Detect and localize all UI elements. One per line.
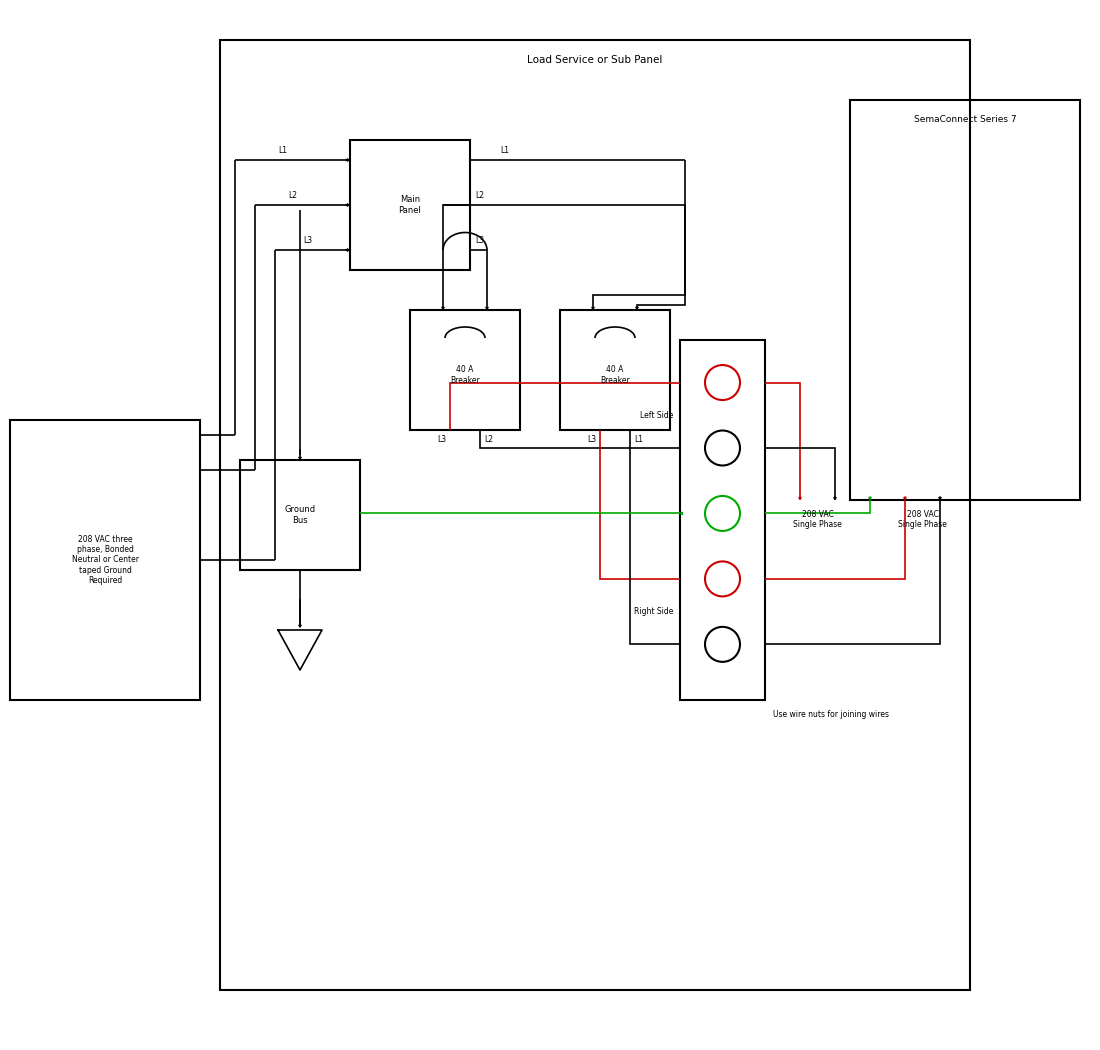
Text: Ground
Bus: Ground Bus: [285, 505, 316, 525]
Bar: [220, 40, 970, 990]
Text: 208 VAC
Single Phase: 208 VAC Single Phase: [898, 510, 947, 529]
Bar: [680, 340, 764, 700]
Text: L1: L1: [634, 435, 643, 444]
Text: 40 A
Breaker: 40 A Breaker: [601, 365, 630, 384]
Text: L2: L2: [288, 191, 297, 200]
Text: L1: L1: [500, 146, 509, 155]
Text: Right Side: Right Side: [634, 607, 673, 616]
Text: Main
Panel: Main Panel: [398, 195, 421, 214]
Text: L1: L1: [278, 146, 287, 155]
Bar: [350, 140, 470, 270]
Text: 40 A
Breaker: 40 A Breaker: [450, 365, 480, 384]
Text: L3: L3: [302, 236, 312, 245]
Text: Load Service or Sub Panel: Load Service or Sub Panel: [527, 55, 662, 65]
Text: 208 VAC
Single Phase: 208 VAC Single Phase: [793, 510, 842, 529]
Bar: [10, 420, 200, 700]
Bar: [240, 460, 360, 570]
Text: L3: L3: [475, 236, 484, 245]
Text: L2: L2: [475, 191, 484, 200]
Text: L3: L3: [437, 435, 446, 444]
Text: L2: L2: [484, 435, 493, 444]
Text: 208 VAC three
phase, Bonded
Neutral or Center
taped Ground
Required: 208 VAC three phase, Bonded Neutral or C…: [72, 534, 139, 585]
Text: Left Side: Left Side: [639, 411, 673, 420]
Bar: [850, 100, 1080, 500]
Bar: [560, 310, 670, 430]
Text: Use wire nuts for joining wires: Use wire nuts for joining wires: [773, 710, 889, 719]
Bar: [410, 310, 520, 430]
Text: L3: L3: [587, 435, 596, 444]
Text: SemaConnect Series 7: SemaConnect Series 7: [914, 116, 1016, 124]
